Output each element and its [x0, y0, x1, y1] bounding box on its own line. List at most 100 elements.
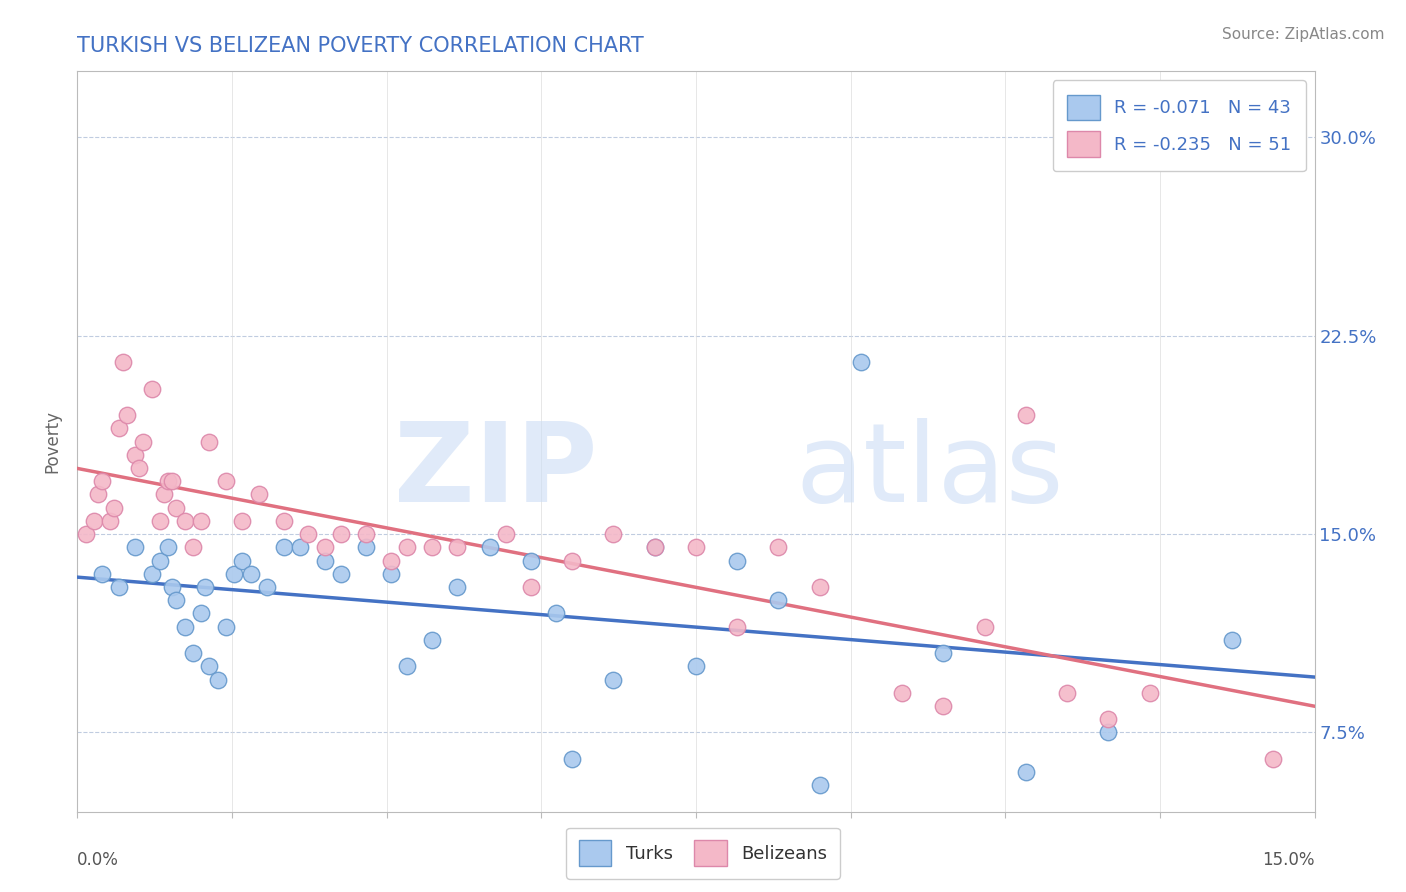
- Point: [173, 514, 195, 528]
- Point: [149, 553, 172, 567]
- Point: [644, 541, 666, 555]
- Point: [75, 527, 97, 541]
- Point: [544, 607, 567, 621]
- Point: [215, 474, 238, 488]
- Point: [141, 382, 163, 396]
- Point: [231, 514, 253, 528]
- Point: [198, 659, 221, 673]
- Point: [149, 514, 172, 528]
- Point: [380, 553, 402, 567]
- Point: [194, 580, 217, 594]
- Point: [173, 619, 195, 633]
- Text: Source: ZipAtlas.com: Source: ZipAtlas.com: [1222, 27, 1385, 42]
- Point: [83, 514, 105, 528]
- Point: [190, 607, 212, 621]
- Point: [768, 593, 790, 607]
- Point: [181, 646, 204, 660]
- Point: [520, 553, 543, 567]
- Y-axis label: Poverty: Poverty: [44, 410, 62, 473]
- Point: [132, 434, 155, 449]
- Point: [1220, 632, 1243, 647]
- Point: [891, 686, 914, 700]
- Point: [273, 514, 295, 528]
- Point: [354, 541, 377, 555]
- Point: [314, 541, 336, 555]
- Point: [87, 487, 110, 501]
- Point: [231, 553, 253, 567]
- Point: [160, 580, 183, 594]
- Point: [107, 580, 129, 594]
- Point: [808, 580, 831, 594]
- Point: [561, 752, 583, 766]
- Point: [602, 673, 624, 687]
- Point: [160, 474, 183, 488]
- Point: [420, 632, 443, 647]
- Point: [91, 474, 114, 488]
- Point: [98, 514, 121, 528]
- Point: [1139, 686, 1161, 700]
- Point: [644, 541, 666, 555]
- Point: [396, 541, 419, 555]
- Point: [288, 541, 311, 555]
- Point: [215, 619, 238, 633]
- Point: [725, 553, 748, 567]
- Point: [239, 566, 262, 581]
- Point: [420, 541, 443, 555]
- Text: 15.0%: 15.0%: [1263, 851, 1315, 870]
- Text: ZIP: ZIP: [394, 417, 598, 524]
- Point: [1097, 712, 1119, 726]
- Point: [314, 553, 336, 567]
- Point: [128, 461, 150, 475]
- Point: [520, 580, 543, 594]
- Point: [973, 619, 995, 633]
- Point: [354, 527, 377, 541]
- Point: [222, 566, 245, 581]
- Text: 0.0%: 0.0%: [77, 851, 120, 870]
- Point: [602, 527, 624, 541]
- Point: [111, 355, 134, 369]
- Point: [157, 541, 180, 555]
- Point: [165, 593, 187, 607]
- Point: [124, 448, 146, 462]
- Point: [446, 541, 468, 555]
- Legend: Turks, Belizeans: Turks, Belizeans: [567, 828, 839, 879]
- Point: [725, 619, 748, 633]
- Legend: R = -0.071   N = 43, R = -0.235   N = 51: R = -0.071 N = 43, R = -0.235 N = 51: [1053, 80, 1306, 171]
- Point: [198, 434, 221, 449]
- Point: [685, 659, 707, 673]
- Text: atlas: atlas: [794, 417, 1063, 524]
- Point: [190, 514, 212, 528]
- Point: [330, 527, 353, 541]
- Point: [273, 541, 295, 555]
- Point: [561, 553, 583, 567]
- Point: [380, 566, 402, 581]
- Point: [165, 500, 187, 515]
- Point: [141, 566, 163, 581]
- Text: TURKISH VS BELIZEAN POVERTY CORRELATION CHART: TURKISH VS BELIZEAN POVERTY CORRELATION …: [77, 36, 644, 55]
- Point: [932, 646, 955, 660]
- Point: [1263, 752, 1285, 766]
- Point: [330, 566, 353, 581]
- Point: [808, 778, 831, 792]
- Point: [103, 500, 125, 515]
- Point: [1015, 765, 1038, 780]
- Point: [107, 421, 129, 435]
- Point: [478, 541, 501, 555]
- Point: [256, 580, 278, 594]
- Point: [768, 541, 790, 555]
- Point: [91, 566, 114, 581]
- Point: [685, 541, 707, 555]
- Point: [181, 541, 204, 555]
- Point: [1015, 408, 1038, 422]
- Point: [849, 355, 872, 369]
- Point: [124, 541, 146, 555]
- Point: [247, 487, 270, 501]
- Point: [1056, 686, 1078, 700]
- Point: [297, 527, 319, 541]
- Point: [157, 474, 180, 488]
- Point: [396, 659, 419, 673]
- Point: [495, 527, 517, 541]
- Point: [1097, 725, 1119, 739]
- Point: [153, 487, 176, 501]
- Point: [207, 673, 229, 687]
